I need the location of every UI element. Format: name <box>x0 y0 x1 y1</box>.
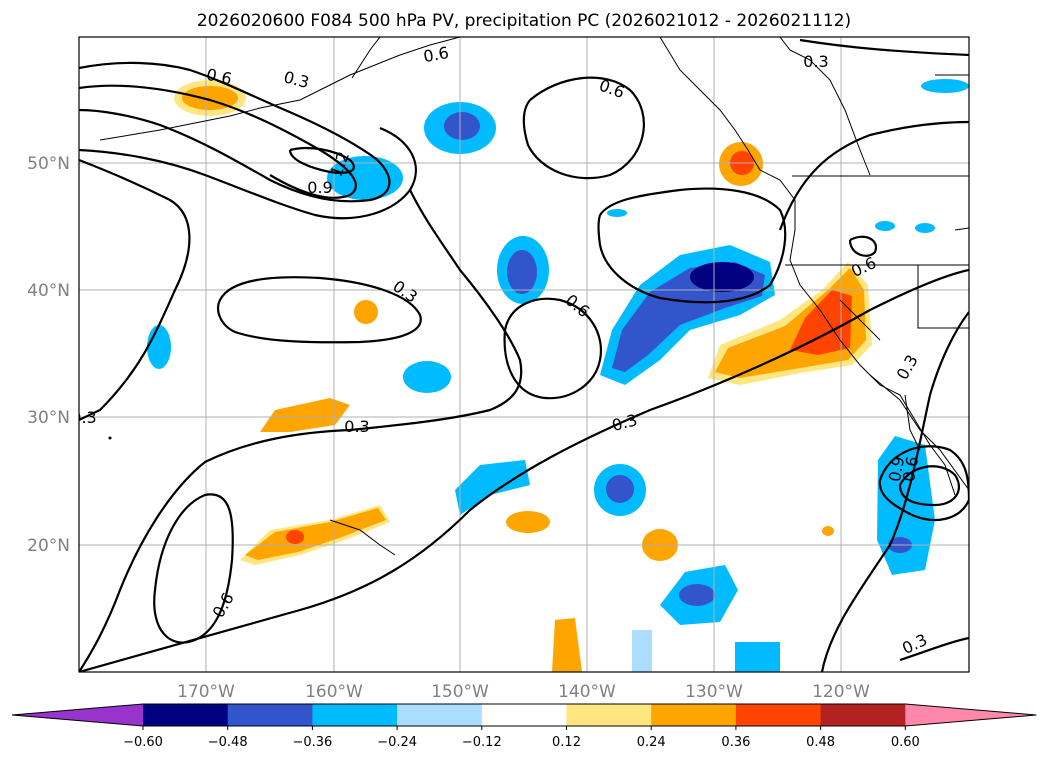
y-axis-ticks: 50°N 40°N 30°N 20°N <box>27 154 70 556</box>
precip-blob <box>632 630 652 672</box>
x-tick-label: 150°W <box>431 682 489 702</box>
precip-blob <box>875 221 895 231</box>
x-tick-label: 160°W <box>305 682 363 702</box>
x-tick-label: 130°W <box>685 682 743 702</box>
precip-blob <box>822 526 834 536</box>
precip-blob <box>354 300 378 324</box>
contour-label: 0.6 <box>205 65 234 89</box>
colorbar-tick-label: −0.60 <box>123 735 163 750</box>
precip-blob <box>735 642 780 672</box>
pv-contours <box>79 38 969 672</box>
colorbar-segment <box>481 704 567 726</box>
precip-blob <box>606 475 634 503</box>
colorbar-extend-min <box>12 704 143 726</box>
colorbar-segment <box>735 704 822 726</box>
colorbar-tick-label: −0.12 <box>462 735 502 750</box>
precip-blob <box>245 508 386 560</box>
precip-blob <box>147 325 171 369</box>
y-tick-label: 40°N <box>27 281 70 301</box>
precip-blob <box>260 398 350 432</box>
precip-blob <box>506 511 550 533</box>
colorbar-segment <box>566 704 652 726</box>
colorbar-extend-max <box>905 704 1037 726</box>
colorbar-tick-label: 0.36 <box>721 735 750 750</box>
colorbar-tick-label: −0.36 <box>292 735 332 750</box>
precip-blob <box>915 223 935 233</box>
precip-blob <box>921 79 969 93</box>
precip-blob <box>607 209 627 217</box>
precip-blob <box>286 530 304 544</box>
contour-label: 0.9 <box>307 178 332 197</box>
x-axis-ticks: 170°W 160°W 150°W 140°W 130°W 120°W <box>177 682 870 702</box>
colorbar-segment <box>143 704 229 726</box>
y-tick-label: 50°N <box>27 154 70 174</box>
map-frame <box>78 36 970 673</box>
contour-label: 0.6 <box>422 43 450 66</box>
precip-blob <box>403 361 451 393</box>
colorbar-tick-label: 0.24 <box>637 735 666 750</box>
chart-title: 2026020600 F084 500 hPa PV, precipitatio… <box>197 11 851 31</box>
contour-label: 0.6 <box>899 455 922 483</box>
coastlines <box>99 37 969 556</box>
x-tick-label: 120°W <box>812 682 870 702</box>
contour-label: 0.3 <box>344 417 369 436</box>
precip-blob <box>679 584 715 606</box>
colorbar-segment <box>312 704 398 726</box>
precip-blob <box>552 618 582 672</box>
x-tick-label: 170°W <box>177 682 235 702</box>
precip-blob <box>455 460 530 515</box>
colorbar-tick-label: −0.48 <box>208 735 248 750</box>
colorbar-tick-label: 0.60 <box>891 735 920 750</box>
precip-blob <box>790 290 852 355</box>
y-tick-label: 20°N <box>27 536 70 556</box>
precip-blob <box>690 262 754 292</box>
colorbar: −0.60 −0.48 −0.36 −0.24 −0.12 0.12 0.24 0.36 0.4… <box>11 703 1037 750</box>
colorbar-segment <box>397 704 483 726</box>
colorbar-tick-label: 0.48 <box>806 735 835 750</box>
map-area: 0.6 0.3 0.6 0.3 0.6 1.2 0.9 0.3 0.6 0.6 … <box>71 37 969 672</box>
contour-label: 0.3 <box>71 408 96 427</box>
colorbar-tick-label: 0.12 <box>552 735 581 750</box>
colorbar-segment <box>651 704 737 726</box>
contour-label: 0.9 <box>885 455 908 483</box>
precip-blob <box>444 112 480 140</box>
colorbar-segment <box>227 704 313 726</box>
contour-label: 0.3 <box>803 52 828 71</box>
x-tick-label: 140°W <box>558 682 616 702</box>
colorbar-tick-label: −0.24 <box>377 735 417 750</box>
precip-blob <box>507 250 537 294</box>
y-tick-label: 30°N <box>27 408 70 428</box>
colorbar-segment <box>820 704 906 726</box>
